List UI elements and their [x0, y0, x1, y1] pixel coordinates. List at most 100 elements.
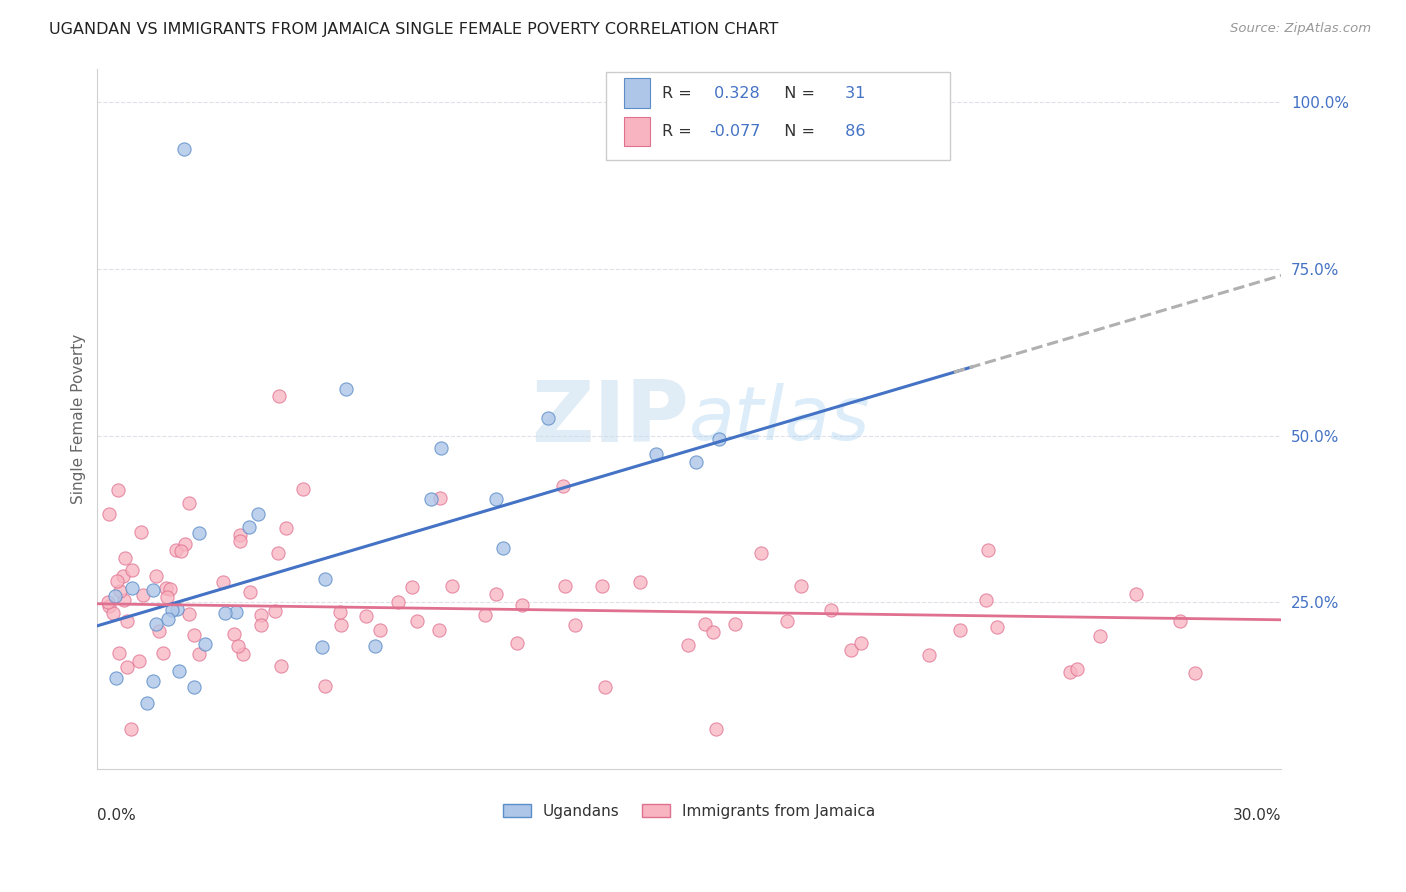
Point	[194, 637, 217, 651]
Point	[142, 583, 165, 598]
Point	[537, 411, 560, 425]
Point	[250, 607, 273, 622]
Point	[177, 607, 200, 621]
Point	[108, 646, 131, 660]
Point	[98, 599, 121, 613]
Point	[157, 612, 180, 626]
Point	[229, 528, 252, 542]
Point	[949, 624, 972, 638]
Text: atlas: atlas	[689, 383, 870, 455]
Point	[354, 608, 377, 623]
Text: R =: R =	[662, 86, 697, 101]
Point	[121, 563, 143, 577]
Point	[115, 659, 138, 673]
Text: ZIP: ZIP	[531, 377, 689, 460]
Point	[97, 595, 120, 609]
Point	[387, 595, 409, 609]
Point	[155, 581, 177, 595]
Text: N =: N =	[775, 86, 821, 101]
Text: Source: ZipAtlas.com: Source: ZipAtlas.com	[1230, 22, 1371, 36]
Point	[120, 723, 142, 737]
Point	[1059, 665, 1081, 679]
Point	[1125, 587, 1147, 601]
Point	[267, 388, 290, 402]
Point	[188, 525, 211, 540]
Point	[148, 624, 170, 638]
Point	[977, 542, 1000, 557]
Point	[1088, 629, 1111, 643]
Point	[789, 579, 811, 593]
Point	[564, 618, 586, 632]
Point	[314, 572, 336, 586]
Text: 0.328: 0.328	[710, 86, 761, 101]
Text: 30.0%: 30.0%	[1233, 808, 1281, 822]
Point	[174, 537, 197, 551]
Point	[839, 642, 862, 657]
Point	[145, 616, 167, 631]
Text: 31: 31	[839, 86, 865, 101]
Text: UGANDAN VS IMMIGRANTS FROM JAMAICA SINGLE FEMALE POVERTY CORRELATION CHART: UGANDAN VS IMMIGRANTS FROM JAMAICA SINGL…	[49, 22, 779, 37]
FancyBboxPatch shape	[606, 72, 949, 160]
Point	[330, 618, 353, 632]
Point	[593, 680, 616, 694]
Point	[704, 723, 727, 737]
Point	[170, 544, 193, 558]
Point	[229, 533, 252, 548]
Point	[551, 478, 574, 492]
FancyBboxPatch shape	[624, 78, 650, 108]
Point	[250, 618, 273, 632]
Point	[628, 574, 651, 589]
Point	[105, 574, 128, 588]
Point	[128, 654, 150, 668]
FancyBboxPatch shape	[624, 117, 650, 146]
Point	[485, 587, 508, 601]
Point	[1168, 614, 1191, 628]
Point	[406, 615, 429, 629]
Point	[974, 593, 997, 607]
Point	[152, 646, 174, 660]
Point	[177, 496, 200, 510]
Point	[187, 647, 209, 661]
Point	[167, 664, 190, 678]
Point	[484, 492, 506, 507]
Point	[849, 636, 872, 650]
Point	[226, 639, 249, 653]
Point	[1184, 666, 1206, 681]
Text: R =: R =	[662, 124, 697, 139]
Point	[401, 581, 423, 595]
Legend: Ugandans, Immigrants from Jamaica: Ugandans, Immigrants from Jamaica	[496, 797, 882, 825]
Point	[132, 589, 155, 603]
Point	[131, 524, 153, 539]
Point	[364, 639, 387, 653]
Point	[986, 619, 1008, 633]
Point	[505, 636, 527, 650]
Text: 0.0%: 0.0%	[97, 808, 136, 822]
Point	[693, 617, 716, 632]
Point	[136, 696, 159, 710]
Point	[707, 432, 730, 446]
Point	[685, 455, 707, 469]
Point	[112, 593, 135, 607]
Point	[429, 441, 451, 455]
Point	[173, 142, 195, 156]
Point	[329, 605, 352, 619]
Point	[183, 627, 205, 641]
Point	[104, 590, 127, 604]
Point	[160, 603, 183, 617]
Point	[274, 521, 297, 535]
Point	[239, 585, 262, 599]
Point	[918, 648, 941, 662]
Point	[107, 483, 129, 497]
Point	[114, 550, 136, 565]
Point	[111, 569, 134, 583]
Point	[314, 679, 336, 693]
Point	[645, 447, 668, 461]
Point	[222, 627, 245, 641]
Point	[142, 673, 165, 688]
Point	[101, 606, 124, 620]
Point	[427, 624, 450, 638]
Point	[270, 659, 292, 673]
Point	[263, 604, 285, 618]
Point	[776, 615, 799, 629]
Point	[749, 546, 772, 560]
